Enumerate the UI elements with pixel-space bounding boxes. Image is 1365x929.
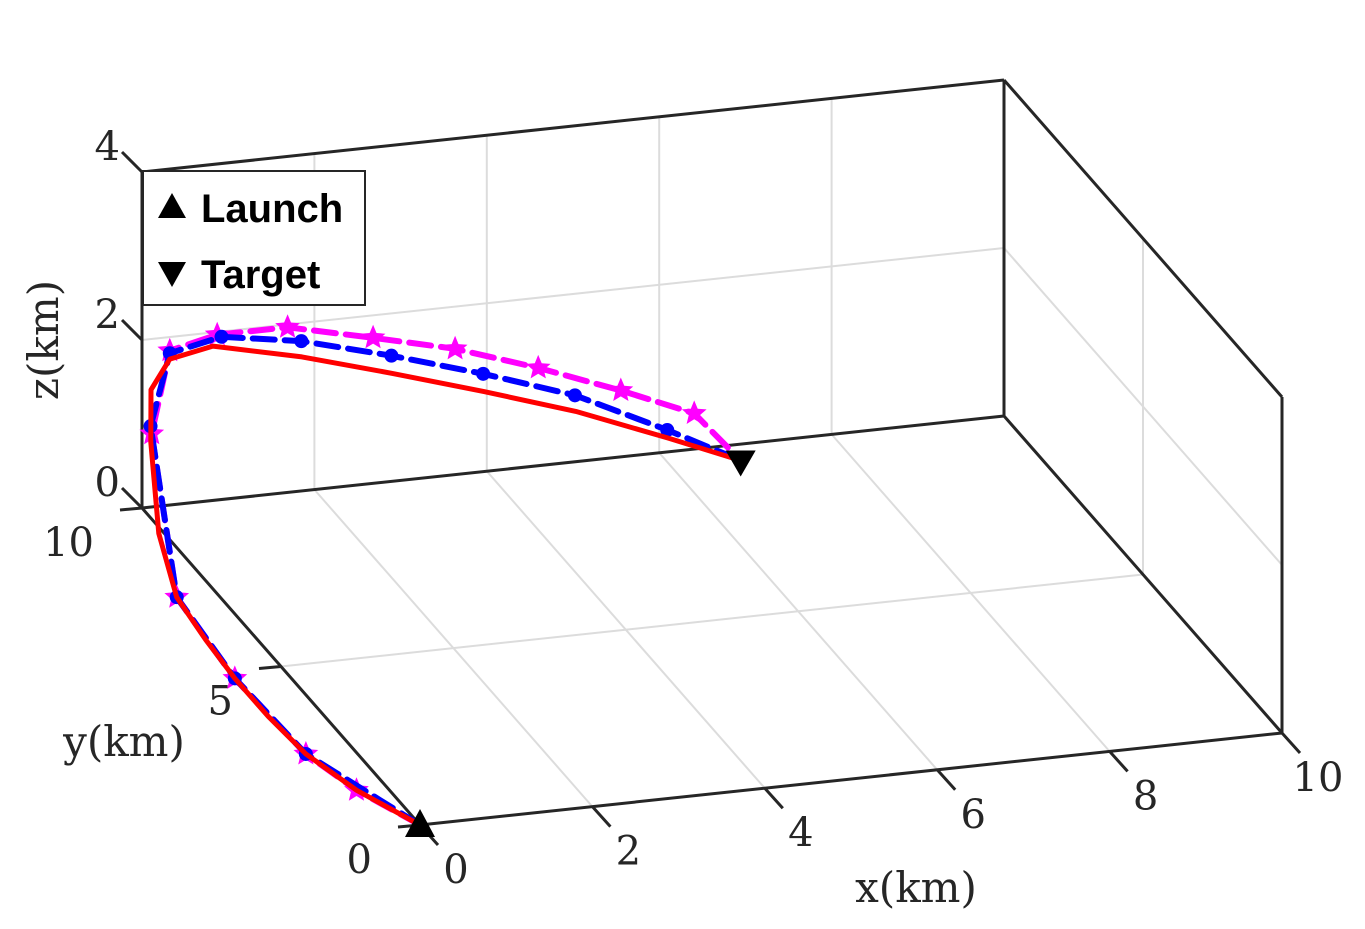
target-marker: [725, 450, 756, 477]
x-tick-label: 2: [616, 829, 641, 875]
x-axis-line: [419, 731, 1283, 827]
series-point-1: [476, 366, 491, 381]
series-point-2: [525, 354, 551, 379]
series-point-1: [567, 388, 582, 403]
z-tick-label: 0: [95, 460, 120, 506]
x-tick-mark: [1280, 731, 1302, 755]
z-tick-mark: [120, 150, 144, 174]
legend-target-marker: [158, 262, 186, 287]
series-line-0: [148, 343, 744, 828]
z-axis-label: z(km): [19, 280, 68, 400]
box-edge: [1002, 79, 1284, 398]
x-tick-mark: [936, 768, 957, 791]
legend-target-label: Target: [201, 253, 320, 297]
box-edge: [1002, 415, 1284, 734]
axes-box: [140, 78, 1284, 827]
x-tick-mark: [763, 787, 784, 810]
x-tick-label: 8: [1133, 773, 1158, 819]
legend-launch-label: Launch: [201, 187, 343, 231]
series-point-1: [214, 329, 229, 344]
legend: Launch Target: [142, 170, 366, 306]
x-tick-label: 0: [443, 847, 468, 893]
endpoint-markers: [405, 450, 756, 837]
series-point-2: [275, 314, 300, 338]
series-point-2: [681, 400, 707, 424]
series-point-2: [442, 335, 468, 360]
x-tick-mark: [591, 805, 612, 828]
z-tick-mark: [120, 318, 144, 342]
series-point-2: [608, 377, 634, 401]
x-tick-mark: [1108, 750, 1129, 773]
z-tick-label: 4: [95, 124, 120, 170]
series-point-1: [384, 348, 399, 363]
x-tick-label: 4: [788, 810, 813, 856]
y-tick-mark: [119, 506, 143, 512]
launch-marker: [405, 809, 435, 837]
series-line-2: [148, 324, 744, 828]
series-line-1: [147, 333, 744, 828]
box-edge: [141, 414, 1005, 510]
series-point-1: [294, 334, 309, 349]
y-tick-label: 10: [43, 520, 94, 566]
series-point-2: [360, 324, 386, 349]
legend-box: [142, 170, 366, 306]
x-tick-label: 6: [960, 792, 985, 838]
box-edge: [141, 78, 1005, 174]
series-layer: [139, 314, 744, 828]
z-tick-mark: [120, 486, 144, 510]
y-axis-label: y(km): [62, 717, 185, 766]
x-tick-label: 10: [1293, 755, 1344, 801]
series-line-0-top: [148, 344, 742, 827]
y-tick-label: 0: [347, 837, 372, 883]
right-grid-z: [1003, 247, 1283, 566]
y-tick-mark: [258, 665, 282, 670]
legend-launch-marker: [158, 193, 186, 218]
z-tick-label: 2: [95, 292, 120, 338]
x-axis-label: x(km): [855, 863, 977, 912]
floor-grid-y: [280, 573, 1144, 668]
